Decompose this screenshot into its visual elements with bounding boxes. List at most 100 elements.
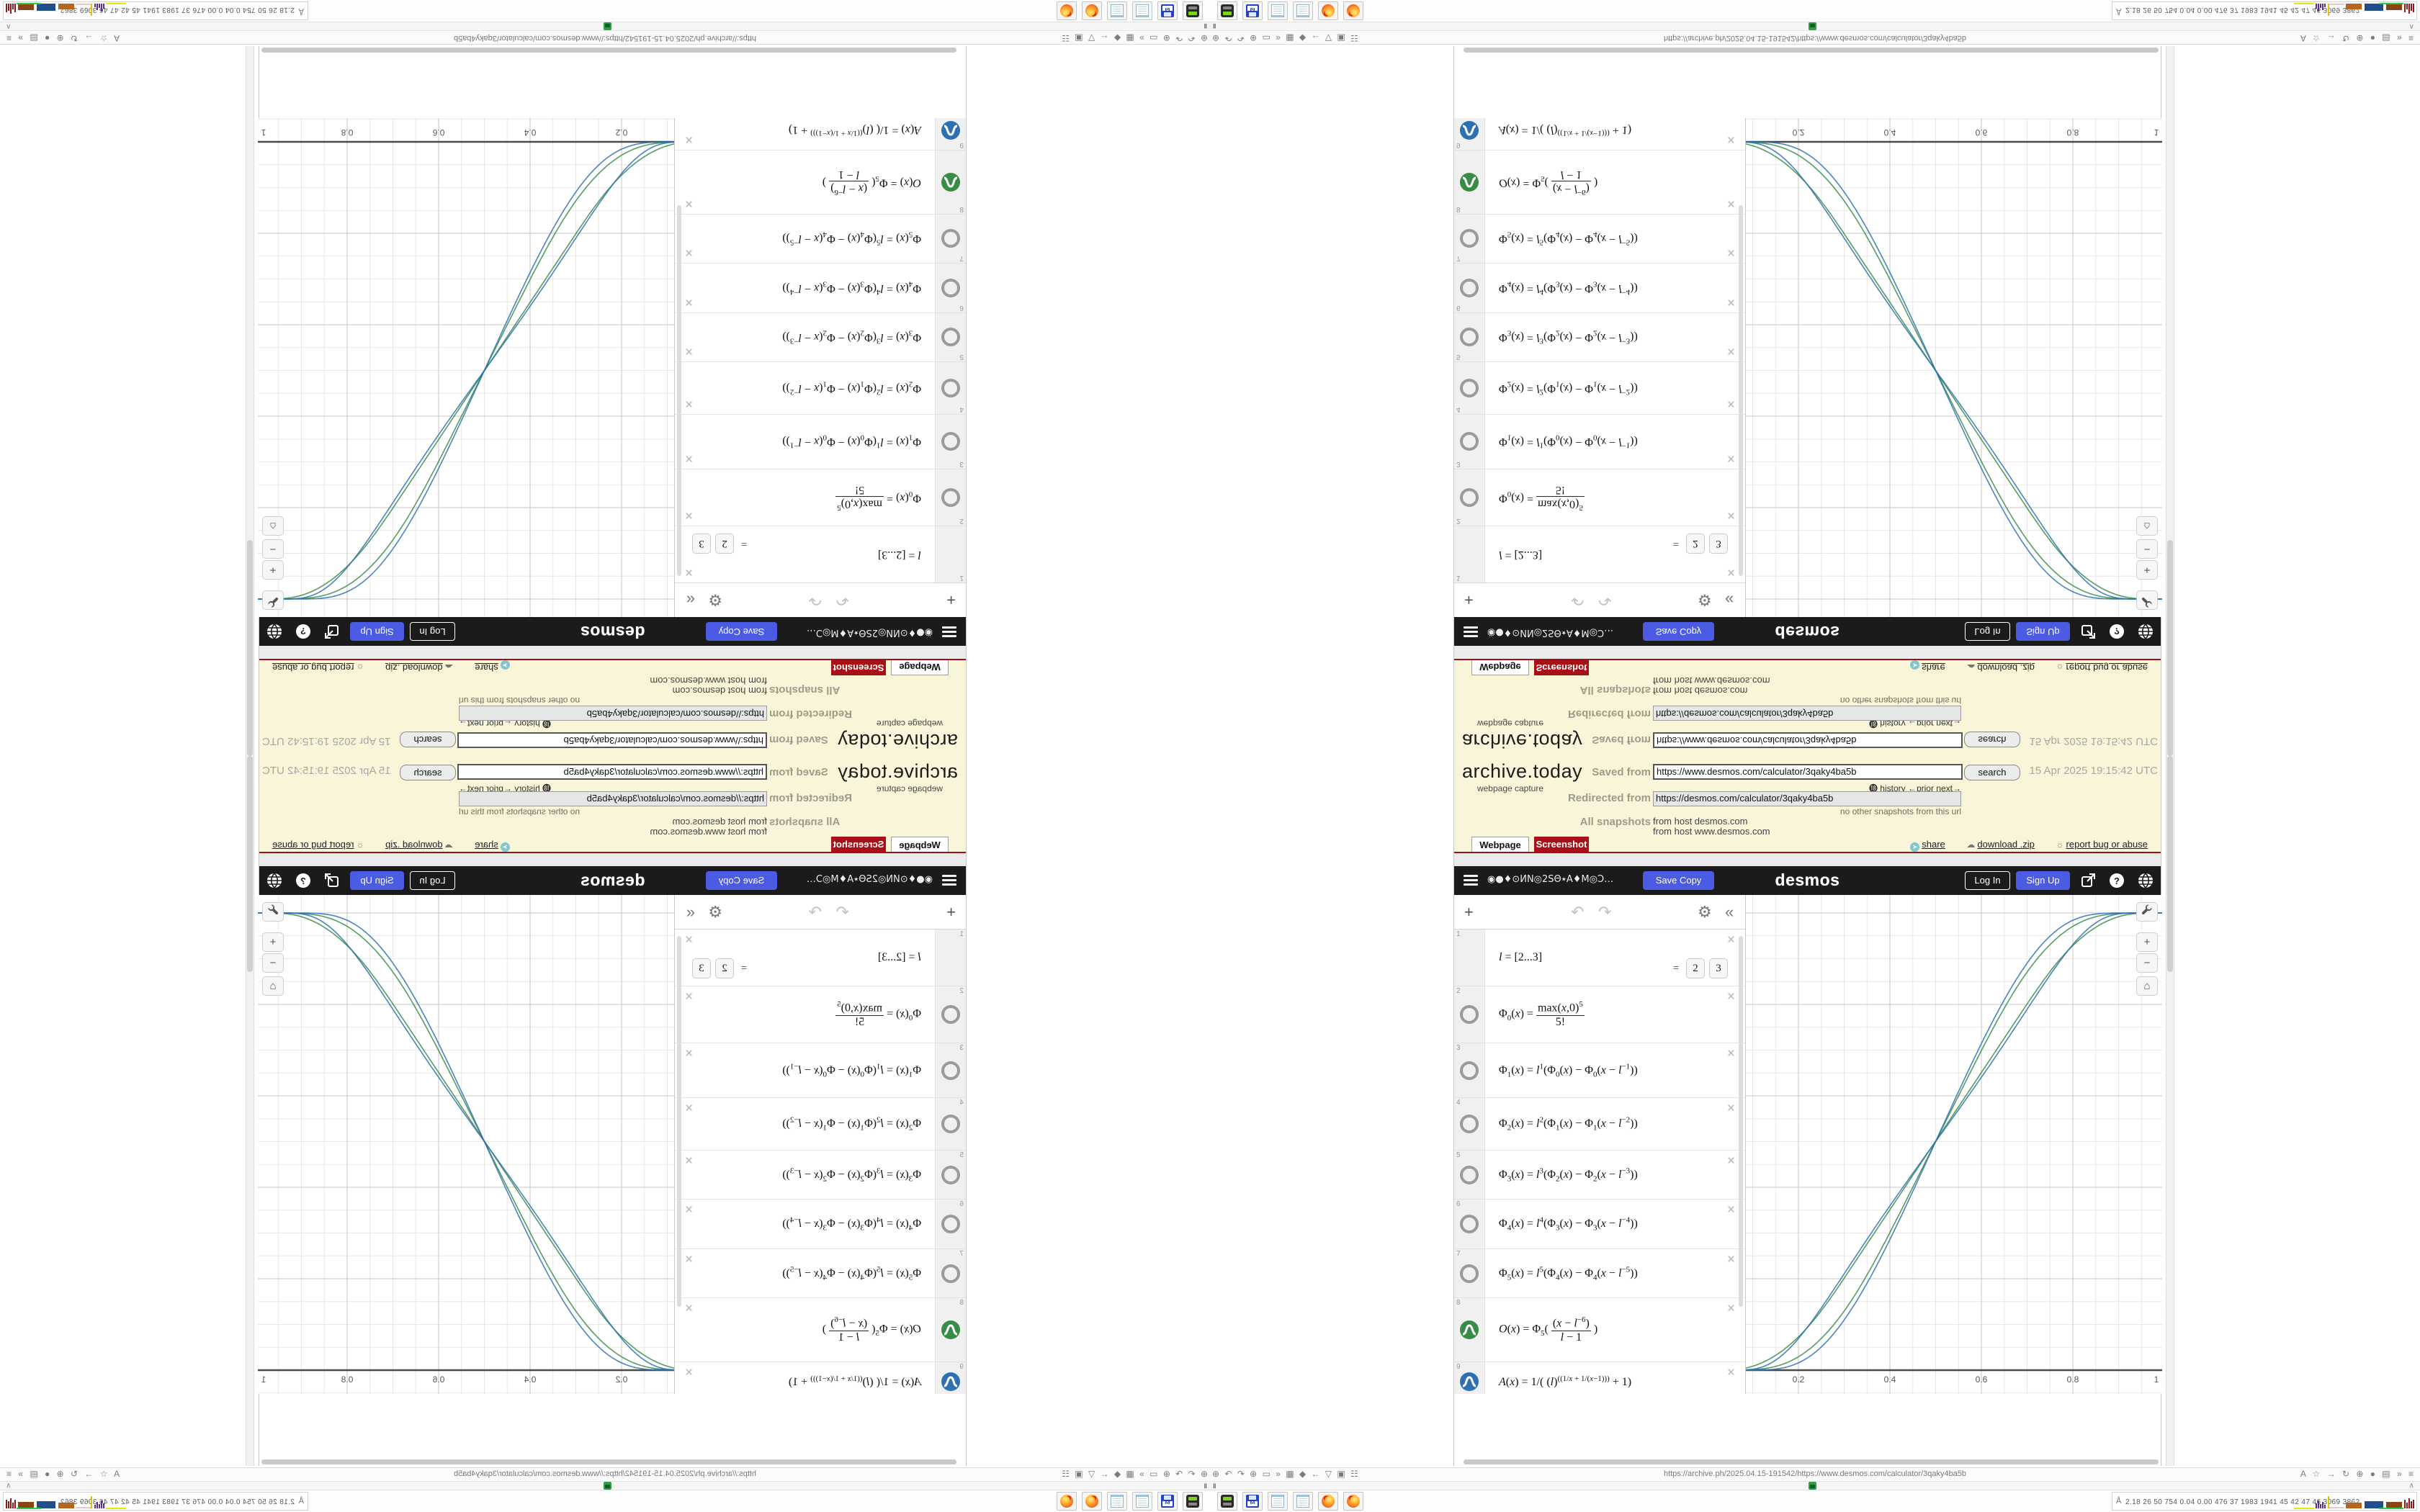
expression-toggle-circle-icon[interactable] [941,328,960,347]
share-link[interactable]: ➤share [1910,839,1945,852]
browser-scrollbar-thumb[interactable] [247,540,253,756]
delete-expression-icon[interactable]: × [1726,508,1735,523]
taskbar-app-firefox-2[interactable] [1057,1,1077,20]
delete-expression-icon[interactable]: × [685,196,694,211]
expression-toggle-circle-icon[interactable] [941,1061,960,1080]
saved-url-input[interactable]: https://www.desmos.com/calculator/3qaky4… [1653,732,1963,748]
expression-row[interactable]: 7 Φ5(x) = l5(Φ4(x) − Φ4(x − l−5)) × [675,1249,966,1298]
taskbar-app-notepad-1[interactable] [1132,1,1152,20]
settings-gear-icon[interactable]: ⚙ [1698,903,1712,921]
expression-gutter[interactable]: 6 [1454,264,1485,312]
taskbar-app-firefox-1[interactable] [1082,1492,1102,1511]
expression-green-curve-icon[interactable] [941,1320,960,1339]
expression-row[interactable]: 7 Φ5(x) = l5(Φ4(x) − Φ4(x − l−5)) × [1454,1249,1745,1298]
delete-expression-icon[interactable]: × [1726,989,1735,1004]
expression-toggle-circle-icon[interactable] [1460,1264,1479,1283]
chevron-up-icon[interactable]: ∧ [6,1482,12,1490]
chevron-up-icon[interactable]: ∧ [6,22,12,30]
delete-expression-icon[interactable]: × [685,396,694,411]
expression-row[interactable]: 8 O(x) = Φ5( (x − l−6) l − 1 ) × [675,150,966,214]
expression-gutter[interactable]: 4 [1454,362,1485,414]
expression-toggle-circle-icon[interactable] [941,1115,960,1133]
delete-expression-icon[interactable]: × [1726,1301,1735,1316]
expression-row[interactable]: 3 Φ1(x) = l1(Φ0(x) − Φ0(x − l−1)) × [675,1043,966,1098]
delete-expression-icon[interactable]: × [1726,294,1735,310]
graph-settings-wrench-icon[interactable] [2136,590,2158,610]
share-link[interactable]: ➤share [1910,660,1945,673]
expression-toggle-circle-icon[interactable] [1460,1061,1479,1080]
expression-toggle-circle-icon[interactable] [1460,379,1479,397]
delete-expression-icon[interactable]: × [1726,1046,1735,1061]
expression-toggle-circle-icon[interactable] [1460,328,1479,347]
save-copy-button[interactable]: Save Copy [1643,622,1714,641]
taskbar-app-firefox-1[interactable] [1082,1,1102,20]
list-chip[interactable]: 3 [1709,534,1728,554]
report-bug-link[interactable]: ☼report bug or abuse [2056,839,2148,850]
delete-expression-icon[interactable]: × [685,132,694,147]
taskbar-app-firefox-2[interactable] [1057,1492,1077,1511]
expression-toggle-circle-icon[interactable] [941,432,960,451]
export-icon[interactable] [2081,873,2097,888]
expression-row[interactable]: 8 O(x) = Φ5( (x − l−6) l − 1 ) × [1454,1298,1745,1362]
page-horizontal-scrollbar[interactable] [261,1459,956,1464]
address-url-text[interactable]: https://archive.ph/2025.04.15-191542/htt… [453,1470,757,1478]
taskbar-app-firefox-1[interactable] [1318,1,1338,20]
from-host-link-1[interactable]: from host desmos.com [672,685,768,696]
expression-formula[interactable]: Φ4(x) = l4(Φ3(x) − Φ3(x − l−4)) [1499,279,1638,297]
expression-formula[interactable]: A(x) = 1/( (l)((1/x + 1/(x−1))) + 1) [788,124,921,138]
expression-formula[interactable]: O(x) = Φ5( (x − l−6) l − 1 ) [1499,1315,1598,1344]
delete-expression-icon[interactable]: × [1726,245,1735,260]
graph-settings-wrench-icon[interactable] [262,590,284,610]
expression-formula[interactable]: Φ3(x) = l3(Φ2(x) − Φ2(x − l−3)) [782,1166,921,1183]
tab-screenshot[interactable]: Screenshot [831,837,886,852]
expression-gutter[interactable]: 8 [1454,150,1485,214]
expression-formula[interactable]: l = [2...3] [877,549,921,561]
expression-row[interactable]: 9 A(x) = 1/( (l)((1/x + 1/(x−1))) + 1) × [1454,118,1745,150]
add-expression-button[interactable]: + [1464,591,1474,609]
redirected-url-input[interactable]: https://desmos.com/calculator/3qaky4ba5b [1653,706,1961,721]
browser-scrollbar[interactable] [2166,46,2174,756]
taskbar-app-terminal[interactable] [1183,1492,1203,1511]
expression-toggle-circle-icon[interactable] [1460,488,1479,507]
graph-paper[interactable]: 0.2 0.4 0.6 0.8 1 + − ⌂ [258,118,674,617]
list-chip[interactable]: 3 [1709,958,1728,978]
taskbar-app-notepad-1[interactable] [1268,1492,1288,1511]
from-host-link-2[interactable]: from host www.desmos.com [1653,826,1770,837]
delete-expression-icon[interactable]: × [685,245,694,260]
expression-toggle-circle-icon[interactable] [1460,432,1479,451]
graph-settings-wrench-icon[interactable] [2136,902,2158,922]
expression-gutter[interactable]: 4 [1454,1098,1485,1150]
browser-scrollbar[interactable] [2166,756,2174,1466]
expression-formula[interactable]: Φ4(x) = l4(Φ3(x) − Φ3(x − l−4)) [782,1215,921,1233]
graph-paper[interactable]: 0.2 0.4 0.6 0.8 1 + − ⌂ [258,895,674,1394]
expression-row[interactable]: 6 Φ4(x) = l4(Φ3(x) − Φ3(x − l−4)) × [1454,263,1745,312]
download-zip-link[interactable]: ☁download .zip [385,839,454,850]
active-tab-favicon[interactable] [1809,1482,1816,1490]
expression-row[interactable]: 3 Φ1(x) = l1(Φ0(x) − Φ0(x − l−1)) × [1454,1043,1745,1098]
taskbar-app-terminal[interactable] [1217,1,1237,20]
expression-formula[interactable]: A(x) = 1/( (l)((1/x + 1/(x−1))) + 1) [1499,124,1632,138]
from-host-link-1[interactable]: from host desmos.com [672,816,768,827]
tab-webpage[interactable]: Webpage [1471,660,1529,675]
expression-row[interactable]: 5 Φ3(x) = l3(Φ2(x) − Φ2(x − l−3)) × [1454,312,1745,361]
export-icon[interactable] [323,873,339,888]
redirected-url-input[interactable]: https://desmos.com/calculator/3qaky4ba5b [1653,791,1961,806]
delete-expression-icon[interactable]: × [1726,343,1735,359]
expression-gutter[interactable]: 1 [1454,930,1485,986]
page-horizontal-scrollbar[interactable] [1464,48,2159,53]
zoom-in-button[interactable]: + [262,560,284,580]
browser-toolbar-right-icons[interactable]: A ☆ → ↻ ⊕ ● ▤ » ≡ [4,33,120,43]
expression-gutter[interactable]: 3 [1454,415,1485,469]
delete-expression-icon[interactable]: × [685,294,694,310]
list-chip[interactable]: 2 [715,958,734,978]
chevron-up-icon[interactable]: ∧ [2408,22,2414,30]
taskbar-app-floppy64[interactable]: 64 [1157,1,1178,20]
delete-expression-icon[interactable]: × [685,989,694,1004]
graph-paper[interactable]: 0.2 0.4 0.6 0.8 1 + − ⌂ [1746,895,2162,1394]
browser-scrollbar[interactable] [246,46,254,756]
graph-canvas[interactable]: 0.2 0.4 0.6 0.8 1 [1746,118,2162,617]
home-view-button[interactable]: ⌂ [2136,516,2158,536]
graph-canvas[interactable]: 0.2 0.4 0.6 0.8 1 [1746,895,2162,1394]
share-link[interactable]: ➤share [475,660,510,673]
expression-blue-curve-icon[interactable] [941,1372,960,1391]
